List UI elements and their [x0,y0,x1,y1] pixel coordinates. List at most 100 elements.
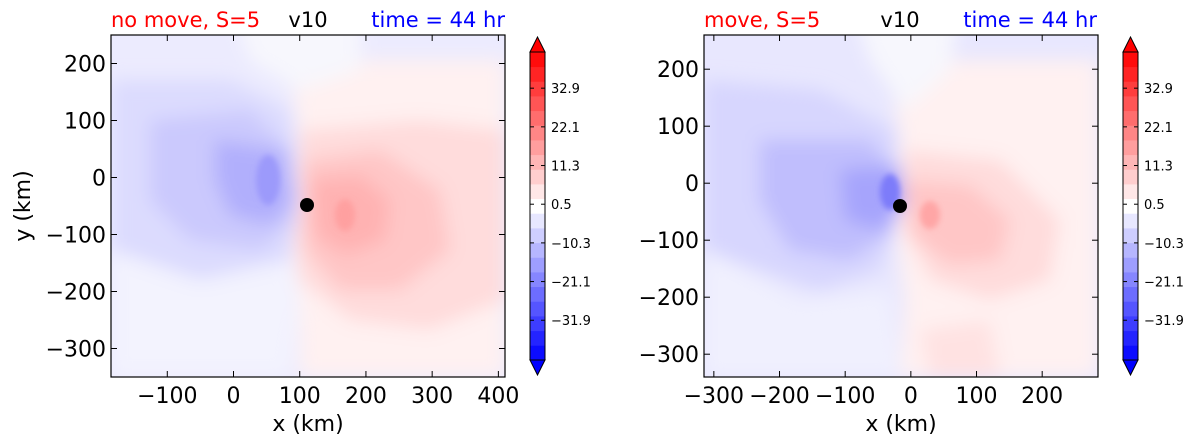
panel-no-move: −100 0 100 200 300 400 200 100 0 −100 −200 −300 no… [11,8,591,437]
y-tick-label: 200 [657,58,699,83]
colorbar-extend-max [1122,35,1139,53]
x-tick-label: 300 [411,384,453,409]
colorbar-band [530,330,545,346]
y-tick-label: 100 [64,110,106,135]
axes-frame [703,34,1099,378]
y-tick-label: −200 [639,286,699,311]
y-axis-label: y (km) [11,170,36,241]
x-tick-label: 100 [956,384,998,409]
colorbar-band [530,110,545,126]
colorbar-band [1123,316,1138,332]
colorbar-band [530,96,545,112]
x-tick-label: 0 [904,384,918,409]
colorbar-band [530,81,545,97]
x-tick-label: −100 [137,384,197,409]
y-tick-label: 0 [685,172,699,197]
colorbar-band [530,242,545,258]
y-tick-label: 0 [92,167,106,192]
colorbar-band [1123,272,1138,288]
colorbar-tick-label: −10.3 [1144,237,1184,252]
colorbar-band [530,257,545,273]
colorbar-band [530,125,545,141]
colorbar: 32.9 22.1 11.3 0.5 −10.3 −21.1 −31.9 [529,35,591,377]
colorbar-band [530,213,545,229]
colorbar-band [1123,66,1138,82]
colorbar-band [530,316,545,332]
colorbar-tick-label: −21.1 [1144,276,1184,291]
colorbar-band [1123,184,1138,200]
colorbar-band [1123,169,1138,185]
colorbar-band [1123,81,1138,97]
colorbar-band [1123,154,1138,170]
colorbar-tick-label: 22.1 [1144,121,1173,136]
plot-title-center: v10 [288,8,327,32]
axes-frame [110,34,506,378]
colorbar-tick-label: −31.9 [551,314,591,329]
colorbar-band [530,169,545,185]
x-axis-label: x (km) [272,412,343,437]
colorbar-extend-min [1122,359,1139,377]
colorbar-band [530,301,545,317]
x-tick-label: −300 [684,384,744,409]
plot-title-left: move, S=5 [704,8,820,32]
colorbar-tick-label: −21.1 [551,276,591,291]
x-tick-label: 0 [227,384,241,409]
colorbar-extend-min [529,359,546,377]
colorbar-band [530,198,545,214]
colorbar-tick-label: 22.1 [551,121,580,136]
colorbar-band [1123,198,1138,214]
y-ticks: 200 100 0 −100 −200 −300 [46,53,505,363]
panel-move: −300 −200 −100 0 100 200 2001000−100−200−300 … [639,8,1184,437]
colorbar-band [530,66,545,82]
y-tick-label: 100 [657,115,699,140]
colorbar-tick-label: 32.9 [1144,82,1173,97]
colorbar-band [530,52,545,68]
colorbar-band [530,272,545,288]
colorbar-tick-label: 0.5 [551,198,572,213]
colorbar-frame [529,51,546,361]
x-ticks: −300 −200 −100 0 100 200 [684,35,1063,409]
colorbar-tick-label: −10.3 [551,237,591,252]
contour-field [111,35,505,377]
colorbar-band [1123,125,1138,141]
colorbar-tick-label: 0.5 [1144,198,1165,213]
colorbar-band [1123,52,1138,68]
colorbar-frame [1122,51,1139,361]
x-ticks: −100 0 100 200 300 400 [137,35,519,409]
colorbar-band [530,140,545,156]
x-tick-label: −200 [749,384,809,409]
x-tick-label: 100 [279,384,321,409]
colorbar-tick-label: 32.9 [551,82,580,97]
plot-title-right: time = 44 hr [371,8,505,32]
colorbar-tick-label: 11.3 [551,160,580,175]
x-tick-label: 200 [345,384,387,409]
colorbar-band [1123,301,1138,317]
colorbar-band [1123,110,1138,126]
colorbar-band [1123,330,1138,346]
contour-field [704,35,1098,377]
colorbar-band [530,154,545,170]
colorbar-tick-label: −31.9 [1144,314,1184,329]
colorbar-band [530,184,545,200]
x-tick-label: 400 [477,384,519,409]
colorbar-band [530,345,545,361]
y-tick-label: −200 [46,281,106,306]
colorbar-band [1123,140,1138,156]
plot-title-center: v10 [880,8,919,32]
plot-title-left: no move, S=5 [111,8,260,32]
colorbar-band [1123,286,1138,302]
colorbar: 32.9 22.1 11.3 0.5 −10.3 −21.1 −31.9 [1122,35,1184,377]
x-tick-label: 200 [1021,384,1063,409]
plot-title-right: time = 44 hr [963,8,1097,32]
y-tick-label: 200 [64,53,106,78]
y-tick-label: −300 [639,343,699,368]
y-ticks: 200 100 0 −100 −200 −300 [639,58,1098,368]
y-tick-label: −100 [639,229,699,254]
colorbar-band [530,228,545,244]
colorbar-band [530,286,545,302]
colorbar-band [1123,257,1138,273]
colorbar-tick-label: 11.3 [1144,160,1173,175]
x-tick-label: −100 [815,384,875,409]
x-axis-label: x (km) [865,412,936,437]
